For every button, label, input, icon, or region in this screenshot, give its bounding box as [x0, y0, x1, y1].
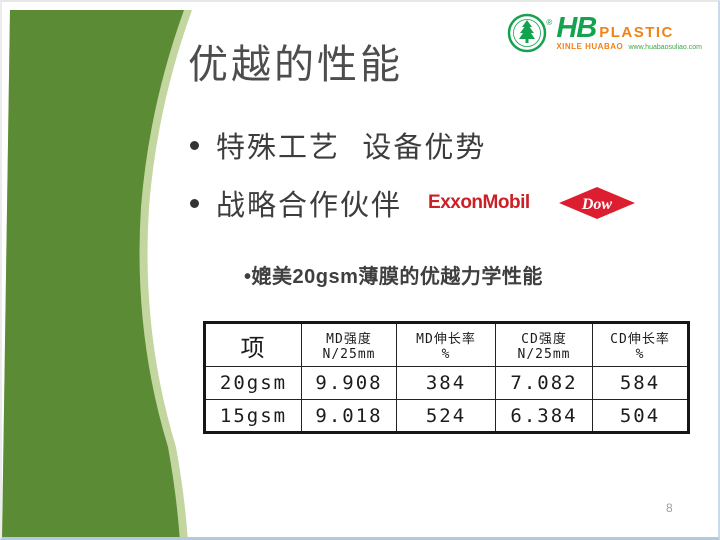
header-cell-md-strength: MD强度 N/25mm [301, 322, 397, 367]
bullet-item-partners: 战略合作伙伴 ExxonMobil Dow ® [190, 182, 636, 224]
cell-cd-elongation: 504 [592, 399, 689, 433]
company-logo: ® HB PLASTIC XINLE HUABAO www.huabaosuli… [506, 12, 702, 54]
registered-mark: ® [546, 18, 553, 27]
dow-logo: Dow ® [558, 186, 636, 220]
bullet-dot-icon [190, 198, 199, 208]
bullet-text: 特殊工艺 设备优势 [216, 130, 487, 164]
dow-logo-text: Dow [581, 196, 613, 213]
page-number: 8 [666, 501, 673, 515]
bullet-list: 特殊工艺 设备优势 战略合作伙伴 ExxonMobil Dow ® [190, 124, 636, 240]
table-row: 15gsm 9.018 524 6.384 504 [204, 399, 689, 433]
green-tree-emblem-icon: ® [506, 12, 552, 54]
logo-website-url: www.huabaosuliao.com [628, 44, 702, 51]
cell-cd-strength: 6.384 [495, 399, 593, 433]
cell-md-strength: 9.908 [301, 366, 397, 400]
svg-text:®: ® [622, 211, 627, 218]
sub-bullet-statement: •媲美20gsm薄膜的优越力学性能 [244, 266, 543, 288]
header-cell-md-elongation: MD伸长率 % [396, 322, 496, 367]
logo-company-name: XINLE HUABAO [556, 42, 624, 51]
exxonmobil-logo: ExxonMobil [428, 192, 530, 213]
header-cell-cd-strength: CD强度 N/25mm [495, 322, 593, 367]
header-cell-cd-elongation: CD伸长率 % [592, 322, 689, 367]
logo-hb-text: HB [556, 12, 597, 44]
cell-cd-elongation: 584 [592, 366, 689, 400]
table-header-row: 项 MD强度 N/25mm MD伸长率 % CD强度 N/25mm CD伸长率 … [204, 322, 689, 367]
table-row: 20gsm 9.908 384 7.082 584 [204, 366, 689, 400]
logo-subline: XINLE HUABAO www.huabaosuliao.com [556, 42, 702, 51]
bullet-dot-icon [190, 140, 199, 150]
cell-item: 15gsm [204, 399, 302, 433]
bullet-item-process: 特殊工艺 设备优势 [190, 124, 636, 166]
performance-table: 项 MD强度 N/25mm MD伸长率 % CD强度 N/25mm CD伸长率 … [203, 321, 690, 434]
cell-md-elongation: 384 [396, 366, 496, 400]
bullet-text: 战略合作伙伴 [216, 188, 403, 222]
cell-md-elongation: 524 [396, 399, 496, 433]
page-title: 优越的性能 [188, 42, 403, 88]
logo-plastic-text: PLASTIC [599, 24, 674, 41]
logo-wordmark: HB PLASTIC XINLE HUABAO www.huabaosuliao… [556, 12, 702, 52]
cell-item: 20gsm [204, 366, 302, 400]
cell-md-strength: 9.018 [301, 399, 397, 433]
cell-cd-strength: 7.082 [495, 366, 593, 400]
header-cell-item: 项 [204, 322, 302, 367]
